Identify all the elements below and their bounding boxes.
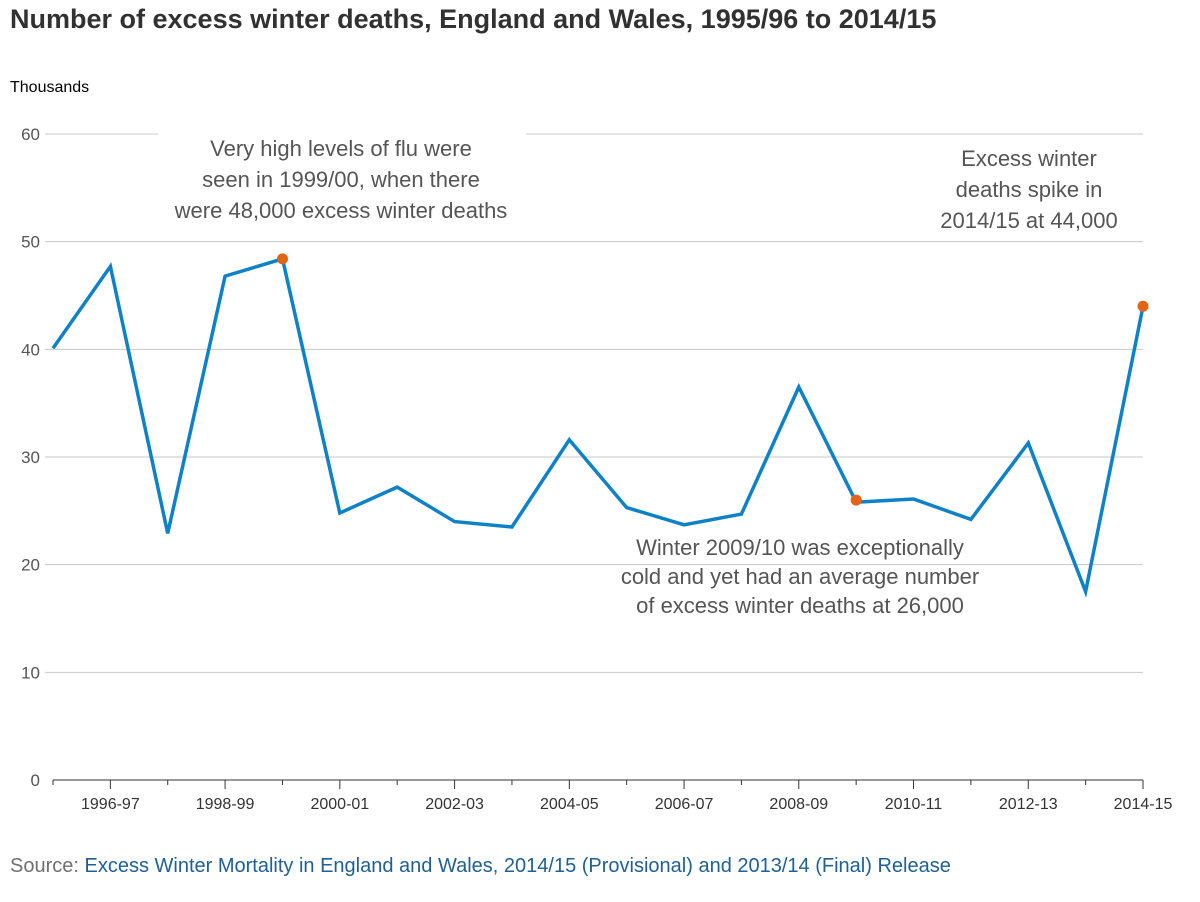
source-prefix: Source: [10,855,85,877]
annotation-text: deaths spike in [956,177,1103,202]
x-tick-label: 1998-99 [196,796,255,813]
x-tick-label: 2006-07 [655,796,714,813]
annotation-text: cold and yet had an average number [621,564,979,589]
x-tick-label: 2002-03 [425,796,484,813]
x-tick-label: 2004-05 [540,796,599,813]
y-tick-label: 0 [31,771,40,790]
y-tick-label: 10 [21,663,40,682]
y-tick-label: 30 [21,448,40,467]
annotation-mask [158,128,526,142]
y-tick-label: 50 [21,233,40,252]
x-tick-label: 2012-13 [999,796,1058,813]
y-tick-label: 40 [21,340,40,359]
source-link[interactable]: Excess Winter Mortality in England and W… [84,855,951,877]
annotation-text: were 48,000 excess winter deaths [174,198,508,223]
highlight-point [276,253,288,265]
annotation-text: Winter 2009/10 was exceptionally [636,535,964,560]
source-note: Source: Excess Winter Mortality in Engla… [10,855,951,878]
y-axis-unit-label: Thousands [10,79,89,96]
annotation-text: seen in 1999/00, when there [202,167,480,192]
y-tick-label: 60 [21,125,40,144]
annotation-text: of excess winter deaths at 26,000 [636,593,964,618]
x-tick-label: 1996-97 [81,796,140,813]
x-tick-label: 2014-15 [1114,796,1173,813]
highlight-point [850,494,862,506]
x-tick-label: 2000-01 [310,796,369,813]
x-tick-label: 2010-11 [885,796,943,813]
highlight-point [1137,300,1149,312]
annotation-text: Excess winter [961,146,1097,171]
annotation-text: Very high levels of flu were [210,136,472,161]
y-tick-label: 20 [21,556,40,575]
line-chart: Thousands 0 10 20 30 40 50 60 1996-97 1998-99 2000… [10,79,1173,813]
chart-title: Number of excess winter deaths, England … [10,4,937,34]
series-line [51,256,1145,598]
x-tick-label: 2008-09 [769,796,828,813]
annotation-text: 2014/15 at 44,000 [940,208,1117,233]
